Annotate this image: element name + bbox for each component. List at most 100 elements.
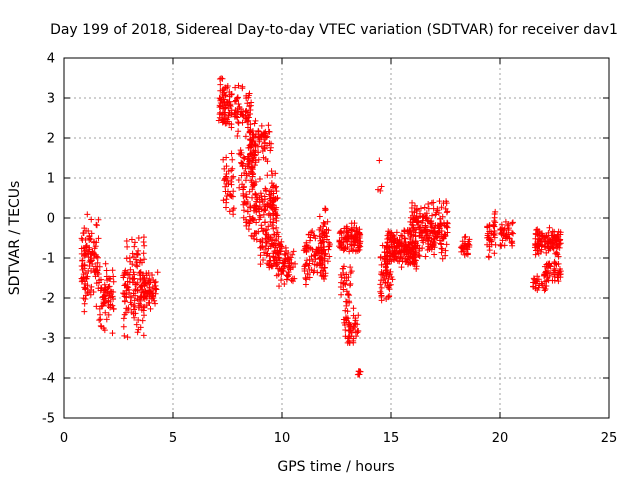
data-point [80, 262, 87, 269]
data-point [259, 239, 266, 246]
data-point [547, 263, 554, 270]
data-point [394, 257, 401, 264]
data-point [426, 246, 433, 253]
data-point [421, 204, 428, 211]
data-point [130, 310, 137, 317]
data-point [546, 272, 553, 279]
data-point [459, 238, 466, 245]
data-point [273, 224, 280, 231]
data-point [222, 115, 229, 122]
data-point [81, 300, 88, 307]
data-point [269, 222, 276, 229]
data-point [110, 288, 117, 295]
data-point [243, 219, 250, 226]
data-point [142, 279, 148, 286]
data-point [509, 242, 516, 249]
data-point [306, 256, 313, 263]
data-point [405, 241, 412, 248]
data-point [388, 229, 395, 236]
data-point [545, 277, 552, 284]
data-point [252, 117, 259, 124]
data-point [440, 219, 447, 226]
data-point [535, 250, 542, 257]
data-point [222, 176, 229, 183]
data-point [261, 201, 268, 208]
data-point [302, 262, 309, 269]
data-point [347, 227, 354, 234]
data-point [268, 188, 275, 195]
data-point [132, 256, 139, 263]
data-point [555, 272, 562, 279]
data-point [346, 248, 353, 255]
data-point [140, 239, 147, 246]
data-point [81, 308, 88, 315]
data-point [280, 260, 287, 267]
data-point [508, 239, 515, 246]
data-point [428, 218, 435, 225]
data-point [486, 247, 493, 254]
data-point [345, 274, 352, 281]
data-point [131, 302, 138, 309]
data-point [135, 317, 142, 324]
data-point [245, 226, 252, 233]
data-point [484, 241, 491, 248]
data-point [413, 226, 420, 233]
data-point [416, 232, 423, 239]
data-point [225, 105, 232, 112]
data-point [262, 242, 269, 249]
data-point [355, 242, 362, 249]
data-point [253, 192, 259, 199]
data-point [246, 129, 253, 136]
data-point [257, 252, 264, 259]
data-point [253, 236, 260, 243]
data-point [120, 315, 127, 322]
data-point [278, 277, 285, 284]
data-point [552, 237, 559, 244]
data-point [555, 260, 562, 267]
data-point [485, 253, 492, 260]
data-point [121, 270, 128, 277]
data-point [415, 222, 422, 229]
data-point [265, 261, 272, 268]
data-point [436, 198, 443, 205]
data-point [239, 111, 246, 118]
data-point [407, 235, 414, 242]
data-point [78, 235, 85, 242]
data-point [258, 131, 265, 138]
data-point [229, 193, 236, 200]
data-point [505, 231, 512, 238]
data-point [137, 297, 144, 304]
data-point [251, 235, 258, 242]
data-point [416, 253, 423, 260]
data-point [324, 258, 331, 265]
data-point [497, 241, 504, 248]
data-point [549, 228, 556, 235]
data-point [140, 307, 147, 314]
data-point [407, 260, 414, 267]
data-point [316, 260, 323, 267]
data-point [346, 323, 353, 330]
data-point [432, 211, 439, 218]
data-point [264, 250, 271, 257]
data-point [505, 226, 512, 233]
data-point [246, 158, 253, 165]
data-point [340, 316, 347, 323]
data-point [302, 281, 309, 288]
data-point [543, 269, 550, 276]
data-point [252, 190, 259, 197]
data-point [382, 264, 389, 271]
data-point [130, 276, 137, 283]
data-point [240, 192, 247, 199]
data-point [326, 241, 333, 248]
data-point [274, 259, 281, 266]
data-point [247, 121, 254, 128]
data-point [89, 261, 96, 268]
data-point [267, 147, 274, 154]
data-point [240, 154, 247, 161]
data-point [541, 278, 548, 285]
data-point [250, 157, 257, 164]
data-point [240, 112, 247, 119]
data-point [123, 305, 130, 312]
data-point [248, 163, 255, 170]
data-point [264, 236, 271, 243]
